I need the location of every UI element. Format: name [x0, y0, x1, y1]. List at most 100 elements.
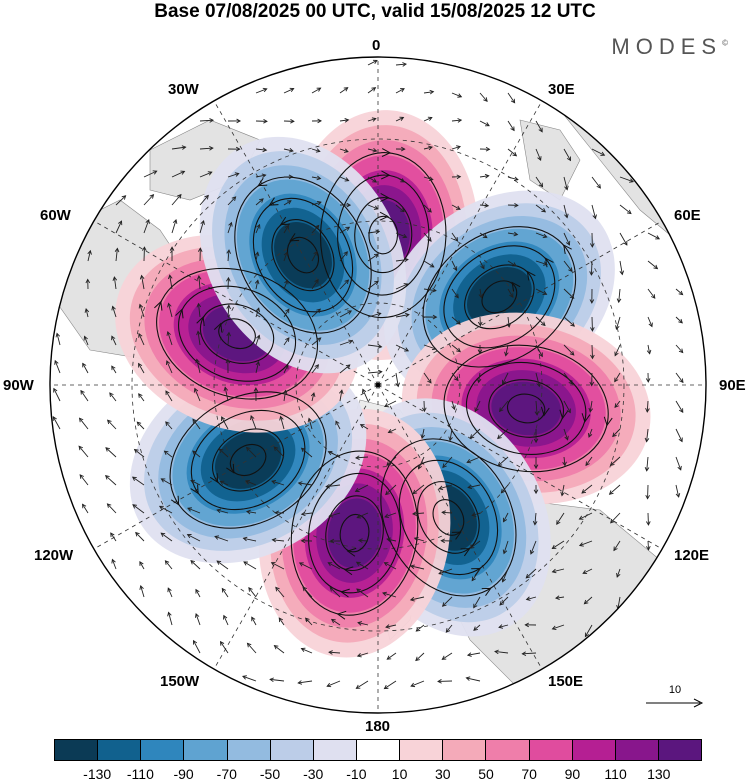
wind-arrow: [356, 588, 369, 598]
wind-arrow: [409, 596, 425, 602]
wind-arrow: [675, 456, 682, 471]
streamline-arrowhead: [381, 148, 392, 157]
streamline-arrowhead: [346, 547, 357, 557]
wind-arrow: [619, 204, 632, 215]
wind-arrow: [169, 246, 175, 262]
wind-arrow: [192, 418, 201, 430]
wind-arrow: [451, 232, 459, 242]
wind-arrow: [311, 224, 320, 234]
colorbar-tick-label: -70: [216, 766, 237, 782]
wind-arrow: [367, 148, 378, 153]
streamline-loop: [169, 391, 327, 529]
streamline-loop: [234, 176, 372, 334]
wind-arrow: [114, 247, 120, 262]
wind-arrow: [610, 512, 621, 524]
wind-arrow: [395, 344, 410, 352]
streamline-arrowhead: [460, 548, 471, 557]
wind-arrow: [138, 303, 145, 318]
wind-arrow: [250, 415, 257, 430]
wind-arrow: [423, 260, 435, 268]
meridian-line: [377, 100, 543, 386]
wind-arrow: [330, 618, 341, 626]
wind-arrow: [423, 145, 433, 151]
wind-arrow: [524, 622, 537, 628]
wind-arrow: [588, 400, 594, 413]
wind-arrow: [354, 484, 369, 492]
wind-arrow: [283, 251, 289, 262]
wind-arrow: [415, 652, 425, 662]
wind-arrow: [339, 118, 350, 123]
wind-arrow: [255, 147, 268, 153]
wind-arrow: [283, 279, 289, 290]
wind-arrow: [451, 204, 461, 210]
wind-arrow: [251, 616, 257, 626]
streamline-arrowhead: [340, 588, 350, 598]
wind-arrow: [283, 337, 290, 346]
wind-arrow: [139, 274, 145, 290]
streamline-loop: [212, 428, 285, 492]
colorbar-tick-label: -10: [346, 766, 367, 782]
positive-anomaly-lobe: [115, 234, 359, 433]
wind-arrow: [199, 194, 209, 206]
streamline-arrowhead: [170, 495, 180, 506]
wind-arrow: [412, 484, 425, 495]
wind-arrow: [367, 59, 378, 66]
wind-arrow: [55, 332, 61, 346]
wind-arrow: [311, 200, 322, 206]
wind-arrow: [367, 117, 377, 122]
streamline-loop: [156, 267, 319, 400]
wind-arrow: [415, 624, 425, 632]
wind-arrow: [590, 344, 595, 360]
wind-arrow: [54, 359, 61, 374]
wind-arrow: [271, 537, 285, 543]
streamline-loop: [252, 197, 354, 313]
wind-arrow: [583, 596, 593, 605]
wind-arrow: [115, 220, 123, 234]
wind-arrow: [367, 204, 379, 210]
wind-arrow: [441, 652, 453, 660]
vortex-streamlines: [319, 148, 447, 319]
wind-arrow: [647, 316, 653, 328]
meridian-line: [93, 384, 379, 550]
wind-arrow: [311, 87, 322, 94]
wind-arrow: [245, 479, 257, 486]
wind-arrow: [395, 146, 406, 152]
wind-arrow: [644, 428, 650, 443]
wind-arrow: [563, 260, 573, 273]
wind-arrow: [195, 588, 201, 598]
wind-arrow: [311, 175, 322, 181]
wind-arrow: [647, 288, 656, 299]
wind-arrow: [300, 511, 313, 517]
colorbar-swatch: [183, 740, 227, 760]
wind-arrow: [339, 202, 352, 208]
wind-arrow: [473, 596, 481, 609]
wind-arrow: [438, 484, 453, 491]
streamline-loop: [464, 264, 535, 330]
colorbar-swatch: [226, 740, 270, 760]
wind-arrow: [132, 504, 145, 514]
wind-arrow: [563, 316, 575, 327]
map-border: [49, 56, 707, 714]
wind-arrow: [165, 360, 173, 374]
colorbar-swatch: [55, 740, 98, 760]
wind-arrow: [675, 372, 684, 384]
wind-arrow: [502, 512, 509, 523]
wind-arrow: [283, 118, 295, 124]
wind-arrow: [478, 288, 484, 299]
wind-arrow: [245, 509, 257, 515]
wind-arrow: [578, 512, 593, 520]
wind-arrow: [255, 307, 260, 318]
streamline-loop: [465, 361, 587, 456]
wind-arrow: [166, 331, 173, 346]
wind-arrow: [645, 372, 651, 383]
wind-arrow: [362, 388, 369, 402]
streamline-arrowhead: [526, 270, 536, 281]
wind-arrow: [255, 223, 261, 234]
wind-arrow: [382, 591, 397, 598]
wind-arrow: [273, 446, 285, 458]
vortex-streamlines: [234, 176, 372, 334]
wind-arrow: [307, 417, 313, 430]
wind-arrow: [300, 647, 313, 654]
wind-arrow: [563, 232, 571, 246]
streamline-arrowhead: [540, 406, 550, 417]
